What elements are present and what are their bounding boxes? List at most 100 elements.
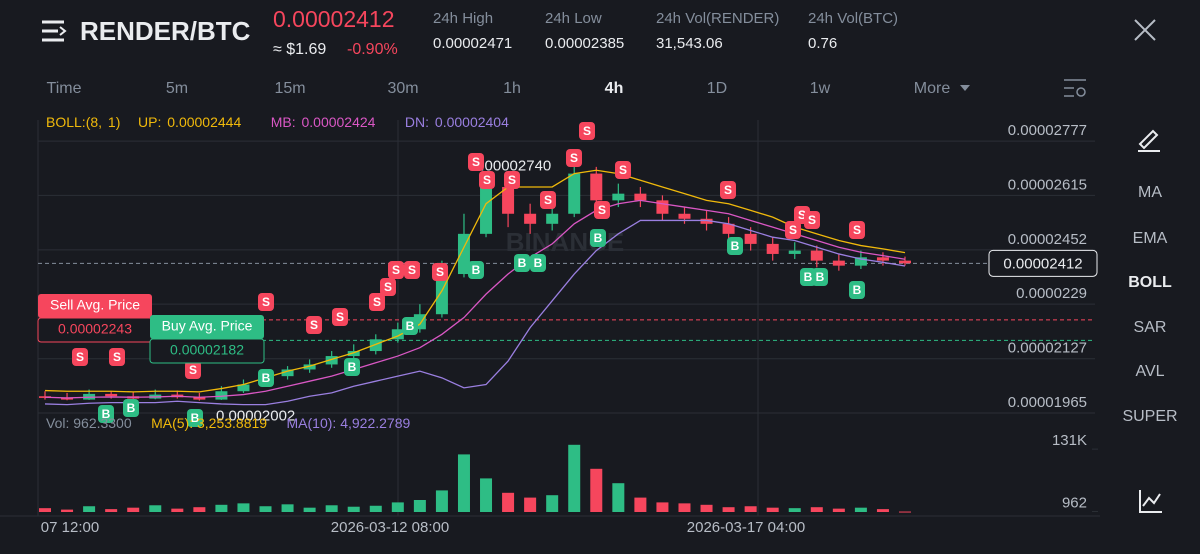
volume-bar	[788, 508, 801, 512]
menu-icon[interactable]	[42, 20, 67, 42]
marker-text: S	[619, 163, 627, 177]
marker-text: B	[853, 283, 862, 297]
candle-body	[391, 329, 404, 340]
marker-text: B	[472, 263, 481, 277]
candle-body	[612, 193, 625, 201]
buy-marker: B	[402, 317, 418, 335]
stat-value: 31,543.06	[656, 35, 723, 52]
marker-box	[123, 399, 139, 417]
buy-marker: B	[123, 399, 139, 417]
volume-bar	[502, 492, 515, 512]
buy-avg-title: Buy Avg. Price	[162, 318, 253, 334]
indicator-tab[interactable]: MA	[1138, 184, 1162, 201]
candle-body	[480, 186, 493, 234]
volume-bar	[303, 507, 316, 512]
volume-bar	[744, 506, 757, 512]
stat-value: 0.76	[808, 35, 838, 52]
x-tick-label: 07 12:00	[41, 519, 99, 536]
sell-marker: S	[540, 191, 556, 209]
marker-text: S	[789, 223, 797, 237]
marker-box	[727, 237, 743, 255]
sell-marker: S	[504, 171, 520, 189]
sell-marker: S	[404, 261, 420, 279]
sell-marker: S	[849, 221, 865, 239]
sell-avg-title: Sell Avg. Price	[50, 297, 140, 313]
sell-marker: S	[185, 361, 201, 379]
marker-box	[812, 268, 828, 286]
marker-text: S	[798, 208, 806, 222]
timeframe[interactable]: 4h	[604, 80, 624, 97]
indicator-tab[interactable]: BOLL	[1128, 274, 1172, 291]
last-price-box	[988, 249, 1098, 277]
sell-marker: S	[369, 293, 385, 311]
marker-text: S	[808, 213, 816, 227]
indicator-tab[interactable]: EMA	[1132, 230, 1168, 247]
volume-bar	[899, 511, 911, 513]
timeframe[interactable]: 1D	[706, 80, 728, 97]
sell-marker: S	[594, 201, 610, 219]
volume-bar	[61, 509, 74, 512]
draw-icon[interactable]	[1138, 129, 1160, 152]
volume-bar	[854, 507, 867, 512]
marker-box	[432, 263, 448, 281]
sell-marker: S	[615, 161, 631, 179]
indicator-tab[interactable]: AVL	[1135, 363, 1165, 380]
volume-bar	[722, 507, 735, 512]
sell-marker: S	[332, 308, 348, 326]
candle-body	[634, 193, 647, 201]
marker-box	[98, 405, 114, 423]
volume-bar	[171, 508, 184, 512]
candle-body	[722, 223, 735, 234]
marker-text: B	[191, 411, 200, 425]
volume-bar	[105, 509, 118, 512]
candle-body	[39, 396, 51, 398]
candle-body	[876, 257, 889, 261]
close-icon[interactable]	[1134, 19, 1156, 41]
timeframe[interactable]: 15m	[274, 80, 306, 97]
boll-dn: DN: 0.00002404	[404, 114, 509, 130]
marker-text: B	[816, 270, 825, 284]
stat-label: 24h Vol(BTC)	[808, 10, 899, 27]
marker-box	[258, 369, 274, 387]
settings-icon[interactable]	[1064, 79, 1086, 97]
marker-text: B	[127, 401, 136, 415]
candle-body	[832, 260, 845, 266]
vol-legend: Vol: 962.3300 MA(5): 3,253.8819 MA(10): …	[46, 415, 410, 431]
timeframe[interactable]: 5m	[165, 80, 189, 97]
timeframe[interactable]: 30m	[387, 80, 419, 97]
buy-marker: B	[258, 369, 274, 387]
candle-body	[524, 213, 537, 224]
indicator-tab[interactable]: SAR	[1133, 319, 1167, 336]
indicator-tab[interactable]: SUPER	[1122, 408, 1178, 425]
timeframe[interactable]: More	[913, 80, 951, 97]
marker-text: S	[384, 280, 392, 294]
sell-avg-head	[38, 294, 152, 318]
candle-body	[281, 369, 294, 377]
marker-text: S	[544, 193, 552, 207]
indicator-icon[interactable]	[1139, 490, 1162, 513]
buy-avg-head	[150, 315, 264, 339]
stat-label: 24h Low	[545, 10, 602, 27]
marker-text: B	[518, 256, 527, 270]
volume-bar	[524, 497, 537, 512]
buy-marker: B	[727, 237, 743, 255]
marker-box	[530, 254, 546, 272]
timeframe[interactable]: 1w	[809, 80, 831, 97]
timeframe[interactable]: Time	[46, 80, 82, 97]
change: -0.90%	[347, 41, 398, 58]
timeframe[interactable]: 1h	[503, 80, 521, 97]
volume-bar	[347, 506, 360, 512]
buy-marker: B	[468, 261, 484, 279]
stat-value: 0.00002471	[433, 35, 513, 52]
vol-ma5: MA(5): 3,253.8819	[151, 415, 268, 431]
marker-text: S	[436, 265, 444, 279]
marker-box	[72, 348, 88, 366]
marker-box	[720, 181, 736, 199]
marker-text: B	[348, 360, 357, 374]
marker-text: S	[76, 350, 84, 364]
marker-box	[479, 171, 495, 189]
candle-body	[105, 393, 118, 397]
marker-box	[109, 348, 125, 366]
sell-marker: S	[306, 316, 322, 334]
